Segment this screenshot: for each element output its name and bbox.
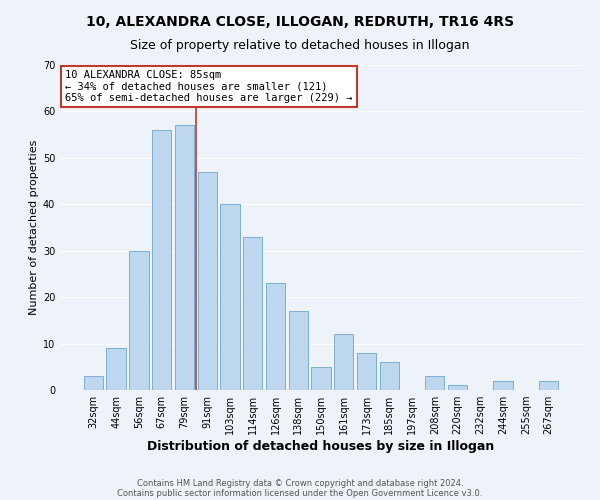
Bar bbox=[289, 311, 308, 390]
Bar bbox=[175, 126, 194, 390]
Bar bbox=[266, 283, 285, 390]
Bar bbox=[106, 348, 126, 390]
Text: Contains HM Land Registry data © Crown copyright and database right 2024.: Contains HM Land Registry data © Crown c… bbox=[137, 478, 463, 488]
Bar bbox=[539, 380, 558, 390]
Bar bbox=[334, 334, 353, 390]
Y-axis label: Number of detached properties: Number of detached properties bbox=[29, 140, 38, 315]
Bar bbox=[129, 250, 149, 390]
Bar bbox=[243, 237, 262, 390]
Text: 10 ALEXANDRA CLOSE: 85sqm
← 34% of detached houses are smaller (121)
65% of semi: 10 ALEXANDRA CLOSE: 85sqm ← 34% of detac… bbox=[65, 70, 353, 103]
Bar bbox=[380, 362, 399, 390]
Text: Size of property relative to detached houses in Illogan: Size of property relative to detached ho… bbox=[130, 39, 470, 52]
Bar bbox=[84, 376, 103, 390]
Bar bbox=[448, 386, 467, 390]
Text: 10, ALEXANDRA CLOSE, ILLOGAN, REDRUTH, TR16 4RS: 10, ALEXANDRA CLOSE, ILLOGAN, REDRUTH, T… bbox=[86, 15, 514, 29]
X-axis label: Distribution of detached houses by size in Illogan: Distribution of detached houses by size … bbox=[148, 440, 494, 453]
Bar bbox=[357, 353, 376, 390]
Bar bbox=[152, 130, 172, 390]
Bar bbox=[425, 376, 445, 390]
Bar bbox=[311, 367, 331, 390]
Bar bbox=[220, 204, 239, 390]
Text: Contains public sector information licensed under the Open Government Licence v3: Contains public sector information licen… bbox=[118, 488, 482, 498]
Bar bbox=[197, 172, 217, 390]
Bar bbox=[493, 380, 513, 390]
